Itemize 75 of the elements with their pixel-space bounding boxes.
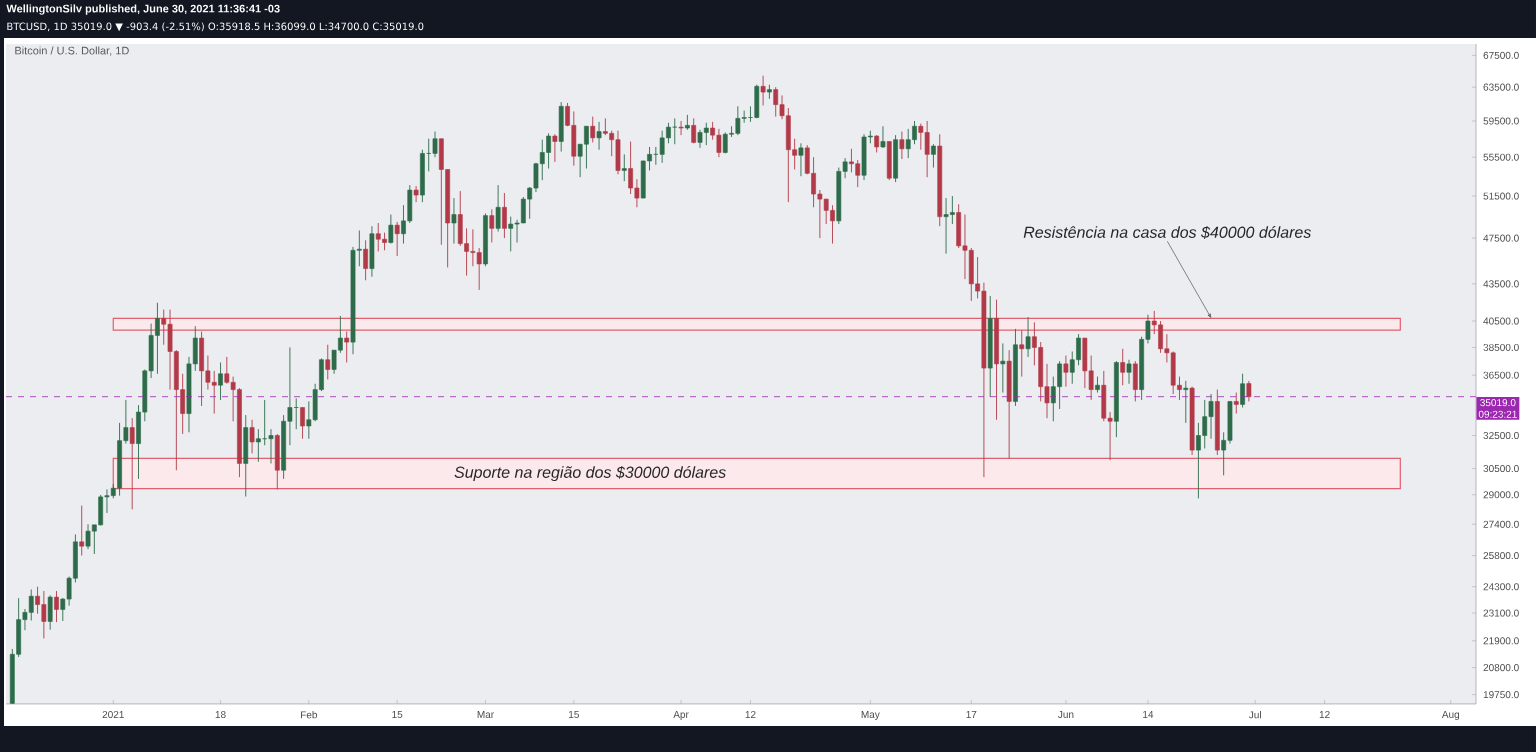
candlestick xyxy=(502,192,507,239)
candlestick xyxy=(773,86,779,118)
candlestick xyxy=(1120,348,1126,386)
candlestick xyxy=(249,419,255,454)
candlestick xyxy=(41,590,47,639)
candlestick xyxy=(199,331,204,407)
candlestick xyxy=(489,208,495,243)
candlestick xyxy=(893,134,898,183)
candlestick xyxy=(47,594,53,631)
candlestick xyxy=(1208,393,1214,440)
candlestick xyxy=(1233,392,1239,415)
candlestick xyxy=(369,225,375,278)
candlestick xyxy=(697,129,703,149)
candlestick xyxy=(344,331,350,363)
candlestick xyxy=(861,133,867,181)
candlestick xyxy=(880,125,886,149)
candlestick xyxy=(98,494,104,527)
candlestick xyxy=(413,185,419,203)
candlestick xyxy=(571,110,577,167)
candlestick xyxy=(1000,342,1006,393)
candlestick xyxy=(451,197,457,245)
candlestick xyxy=(363,239,369,281)
candlestick xyxy=(1126,359,1132,385)
candlestick xyxy=(924,120,930,178)
candlestick xyxy=(621,153,627,182)
candlestick xyxy=(388,214,394,245)
candlestick xyxy=(539,139,545,181)
candlestick xyxy=(1006,349,1012,459)
candlestick xyxy=(325,344,331,380)
candlestick xyxy=(596,121,602,151)
candlestick xyxy=(79,505,85,556)
candlestick xyxy=(1019,329,1025,378)
candlestick xyxy=(886,141,892,181)
candlestick xyxy=(243,414,249,497)
candlestick xyxy=(1183,380,1189,424)
candlestick xyxy=(558,101,564,153)
candlestick xyxy=(1063,355,1069,388)
candlestick xyxy=(375,222,381,252)
candlestick xyxy=(672,117,678,145)
candlestick xyxy=(905,128,911,159)
candlestick xyxy=(495,184,501,233)
candlestick xyxy=(438,138,444,246)
candlestick xyxy=(1246,380,1252,402)
candlestick xyxy=(798,142,804,177)
candlestick xyxy=(931,143,936,169)
candlestick xyxy=(508,216,514,252)
candlestick xyxy=(943,197,949,255)
candlestick xyxy=(659,130,665,164)
candlestick xyxy=(899,131,905,160)
candlestick xyxy=(691,117,697,144)
candlestick xyxy=(1240,373,1245,408)
candlestick xyxy=(590,116,596,143)
candlestick xyxy=(716,128,722,158)
candlestick xyxy=(584,125,589,169)
band-label: Resistência na casa dos $40000 dólares xyxy=(1023,225,1312,239)
candlestick xyxy=(703,122,709,146)
candlestick xyxy=(615,130,621,175)
band-label: Suporte na região dos $30000 dólares xyxy=(454,465,726,482)
candlestick xyxy=(300,407,305,440)
candlestick xyxy=(678,120,684,136)
candlestick xyxy=(1132,360,1138,402)
candlestick xyxy=(552,133,558,163)
candlestick xyxy=(735,105,741,136)
candlestick xyxy=(85,523,91,550)
candlestick xyxy=(1025,316,1031,358)
candlestick xyxy=(155,302,160,375)
candlestick xyxy=(394,221,400,257)
candlestick xyxy=(760,75,766,106)
candlestick xyxy=(218,362,223,401)
candlestick xyxy=(754,84,760,119)
candlestick xyxy=(54,590,59,623)
candlestick xyxy=(274,433,280,490)
candlestick xyxy=(129,417,135,510)
candlestick xyxy=(830,204,835,245)
candlestick xyxy=(994,299,999,421)
